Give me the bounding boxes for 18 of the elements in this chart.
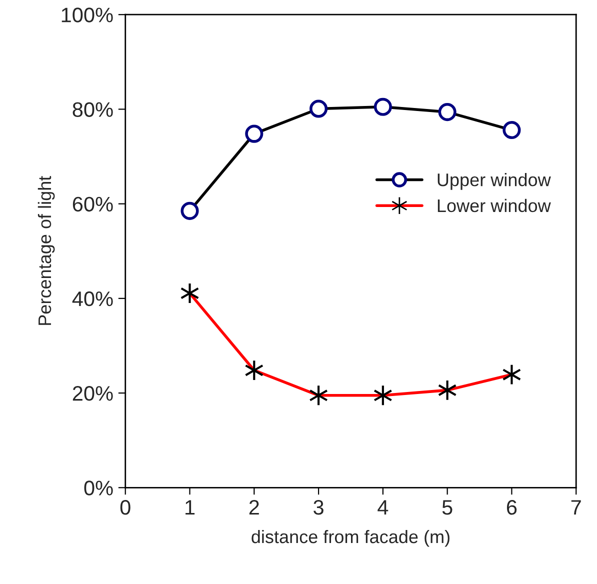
x-tick-label: 5 <box>442 500 452 515</box>
legend-label: Upper window <box>438 173 551 190</box>
x-tick-label: 7 <box>571 500 581 515</box>
y-tick-label: 80% <box>72 102 113 117</box>
x-tick-label: 6 <box>506 500 517 515</box>
legend-label: Lower window <box>438 198 551 212</box>
y-axis-title: Percentage of light <box>38 176 55 325</box>
y-tick-label: 100% <box>62 8 113 22</box>
y-tick-label: 0% <box>84 480 113 496</box>
x-axis-title: distance from facade (m) <box>252 530 450 547</box>
x-tick-label: 2 <box>249 500 259 515</box>
y-tick-label: 20% <box>72 386 113 401</box>
x-tick-label: 1 <box>186 500 195 515</box>
y-tick-label: 40% <box>72 291 113 306</box>
x-tick-label: 3 <box>314 500 324 515</box>
y-tick-label: 60% <box>72 196 113 212</box>
x-tick-label: 4 <box>378 500 388 515</box>
x-tick-label: 0 <box>120 500 130 515</box>
